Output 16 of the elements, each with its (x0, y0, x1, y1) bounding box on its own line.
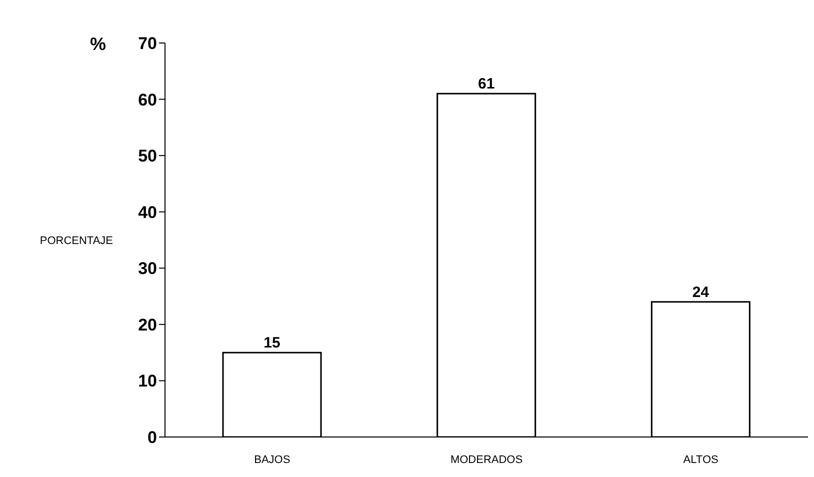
y-tick-label: 30 (138, 259, 157, 278)
x-tick-label: MODERADOS (450, 454, 523, 466)
y-tick-label: 50 (138, 146, 157, 166)
data-label: 61 (478, 76, 495, 93)
x-tick-label: BAJOS (254, 454, 290, 466)
y-tick-label: 40 (138, 202, 157, 222)
data-label: 24 (692, 284, 710, 301)
y-tick-label: 20 (138, 315, 157, 334)
y-axis-title: PORCENTAJE (40, 234, 113, 247)
y-tick-label: 70 (138, 34, 157, 54)
y-tick-label: 10 (138, 372, 157, 391)
data-label: 15 (264, 334, 280, 352)
y-tick-label: 60 (138, 90, 157, 110)
y-tick-label: 0 (148, 428, 157, 448)
axis-unit-note: % (90, 34, 106, 55)
x-tick-label: ALTOS (683, 454, 718, 466)
